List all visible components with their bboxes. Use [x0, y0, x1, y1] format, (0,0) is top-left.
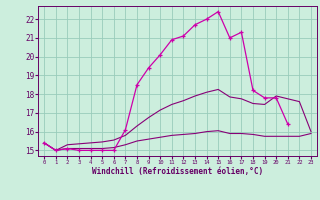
X-axis label: Windchill (Refroidissement éolien,°C): Windchill (Refroidissement éolien,°C) — [92, 167, 263, 176]
